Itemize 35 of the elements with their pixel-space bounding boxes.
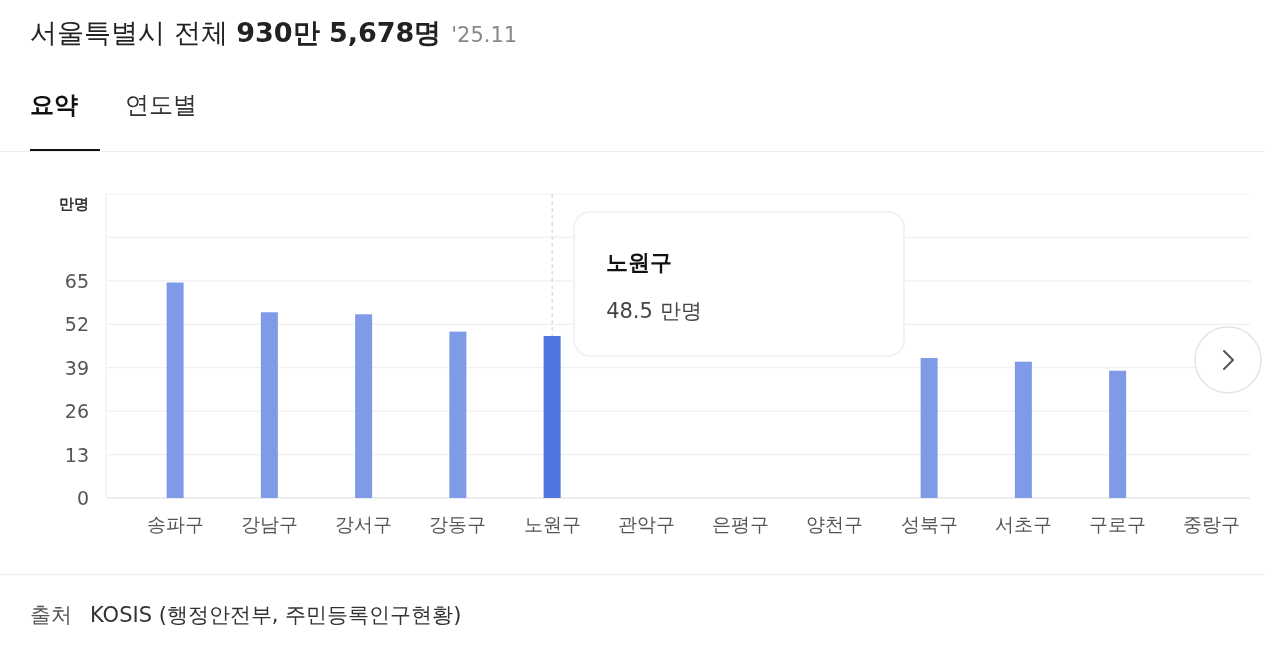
y-tick-label: 52 [64, 313, 89, 336]
tooltip: 노원구 48.5 만명 [573, 211, 906, 357]
x-tick-label: 성북구 [900, 513, 958, 535]
bar [543, 335, 561, 498]
y-tick-label: 65 [64, 269, 89, 292]
y-tick-label: 26 [64, 400, 89, 423]
x-tick-label: 강서구 [335, 513, 393, 535]
y-tick-label: 39 [64, 356, 89, 379]
bar [166, 282, 184, 498]
y-axis-title: 만명 [59, 195, 89, 213]
text: 출처 [30, 603, 72, 627]
text: 요약 [30, 91, 78, 119]
bar [1014, 361, 1032, 498]
x-tick-label: 양천구 [806, 513, 864, 535]
y-tick-label: 0 [76, 487, 89, 509]
bar [449, 331, 467, 498]
x-tick-label: 송파구 [146, 513, 204, 535]
x-tick-label: 노원구 [523, 513, 581, 535]
chart-title: 서울특별시 전체 930만 5,678명 [30, 17, 442, 48]
x-tick-label: 중랑구 [1183, 513, 1241, 535]
chart-subtitle: '25.11 [451, 23, 518, 47]
bar [260, 312, 278, 498]
text: 연도별 [125, 91, 197, 119]
x-tick-label: 서초구 [994, 513, 1052, 535]
text: KOSIS (행정안전부, 주민등록인구현황) [90, 603, 462, 627]
x-tick-label: 구로구 [1089, 513, 1147, 535]
bar [355, 314, 373, 498]
bar [1109, 370, 1127, 498]
x-tick-label: 관악구 [617, 513, 675, 535]
bar [920, 358, 938, 498]
x-tick-label: 은평구 [712, 513, 770, 535]
x-tick-label: 강동구 [429, 513, 487, 535]
y-tick-label: 13 [64, 443, 89, 466]
x-tick-label: 강남구 [240, 513, 298, 535]
annotation: 48.5 만명 [606, 298, 702, 323]
